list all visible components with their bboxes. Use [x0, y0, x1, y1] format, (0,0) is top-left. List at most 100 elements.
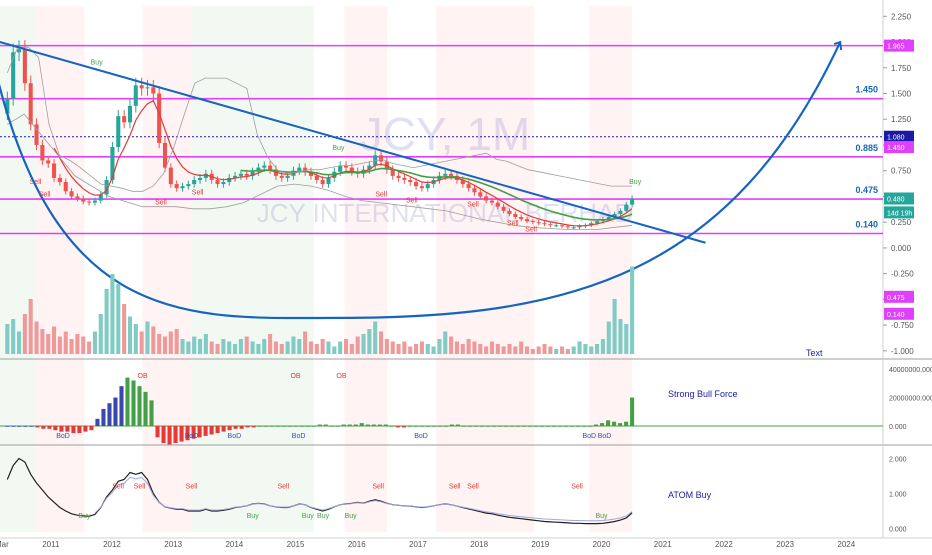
volume-bar — [606, 321, 611, 354]
oscillator-bar — [191, 425, 196, 439]
volume-bar — [402, 341, 407, 354]
oscillator-bar — [479, 425, 484, 427]
volume-bar — [419, 341, 424, 354]
signal-label: Sell — [406, 198, 418, 205]
signal-label: Sell — [467, 202, 479, 209]
oscillator-bar — [59, 425, 64, 432]
oscillator-bar — [257, 425, 262, 427]
oscillator-bar — [113, 397, 118, 426]
volume-bar — [472, 341, 477, 354]
candle-body — [162, 142, 168, 168]
volume-bar — [524, 346, 530, 354]
candle-body — [262, 165, 267, 168]
volume-bar — [273, 341, 278, 354]
oscillator-bar — [359, 423, 364, 426]
oscillator-bar — [588, 425, 593, 427]
oscillator-bar — [203, 425, 208, 436]
oscillator-bar — [419, 425, 424, 427]
oscillator-bar — [377, 424, 382, 426]
volume-bar — [221, 339, 226, 354]
oscillator-bar — [539, 425, 545, 427]
candle-body — [145, 87, 150, 89]
level-value-label: 0.140 — [855, 220, 878, 230]
candle-body — [5, 98, 10, 114]
oscillator-bar — [299, 425, 304, 427]
volume-bar — [466, 339, 471, 354]
oscillator-bar — [185, 425, 190, 441]
volume-bar — [192, 336, 197, 354]
candle-body — [495, 202, 500, 207]
oscillator-bar — [383, 424, 388, 426]
price-tag-label: 0.475 — [887, 295, 905, 302]
candle-body — [624, 204, 629, 211]
oscillator-bar — [83, 425, 88, 432]
price-tick-label: 0.000 — [891, 244, 912, 253]
volume-bar — [197, 339, 203, 354]
candle-body — [536, 222, 541, 224]
time-tick-label: 2022 — [715, 540, 733, 549]
candle-body — [57, 177, 62, 183]
candle-body — [110, 147, 115, 180]
candle-body — [221, 182, 226, 185]
candle-body — [192, 179, 197, 185]
volume-bar — [34, 321, 39, 354]
oscillator-marker: BoD — [598, 433, 612, 440]
candle-body — [279, 175, 284, 178]
candle-body — [63, 182, 68, 192]
volume-bar — [443, 331, 448, 354]
price-tick-label: 2.250 — [891, 12, 912, 21]
oscillator-tick-label: 0.000 — [889, 424, 907, 431]
oscillator-bar — [41, 425, 46, 429]
volume-bar — [40, 329, 45, 354]
candle-body — [414, 182, 419, 187]
volume-bar — [612, 299, 617, 354]
oscillator-bar — [125, 377, 130, 426]
volume-bar — [122, 304, 127, 354]
volume-bar — [69, 339, 74, 354]
volume-bar — [297, 339, 302, 354]
candle-body — [69, 191, 74, 197]
oscillator-bar — [485, 425, 490, 427]
candle-body — [297, 167, 302, 171]
candle-body — [320, 179, 325, 185]
candle-body — [630, 198, 635, 205]
volume-bar — [110, 274, 115, 354]
time-tick-label: 2012 — [103, 540, 121, 549]
atom-marker: Sell — [277, 483, 289, 490]
volume-bar — [308, 341, 314, 354]
volume-bar — [162, 336, 168, 354]
volume-bar — [560, 346, 565, 354]
oscillator-marker: BoD — [228, 433, 242, 440]
candle-body — [571, 227, 576, 229]
volume-bar — [81, 336, 86, 354]
candle-body — [244, 173, 249, 176]
oscillator-bar — [239, 425, 244, 429]
candle-body — [408, 179, 413, 183]
atom-tick-label: 0.000 — [889, 527, 907, 534]
candle-body — [303, 167, 308, 172]
candle-body — [560, 225, 565, 227]
candle-body — [507, 210, 512, 214]
oscillator-bar — [311, 425, 316, 427]
atom-marker: Buy — [595, 513, 608, 520]
candle-body — [215, 179, 220, 185]
volume-bar — [314, 344, 319, 354]
band-lower-line — [7, 113, 633, 230]
oscillator-tick-label: 20000000.000 — [889, 396, 932, 403]
candle-body — [139, 85, 144, 89]
candle-body — [542, 223, 547, 225]
candle-body — [489, 200, 495, 203]
volume-bar — [437, 339, 442, 354]
oscillator-bar — [401, 425, 406, 428]
signal-label: Sell — [192, 189, 204, 196]
candle-body — [308, 171, 314, 176]
oscillator-marker: OB — [138, 373, 148, 380]
volume-bar — [349, 344, 354, 354]
volume-bar — [489, 341, 495, 354]
oscillator-bar — [317, 424, 322, 426]
atom-marker: Sell — [467, 483, 479, 490]
candle-body — [612, 213, 617, 218]
time-tick-label: 2016 — [348, 540, 366, 549]
